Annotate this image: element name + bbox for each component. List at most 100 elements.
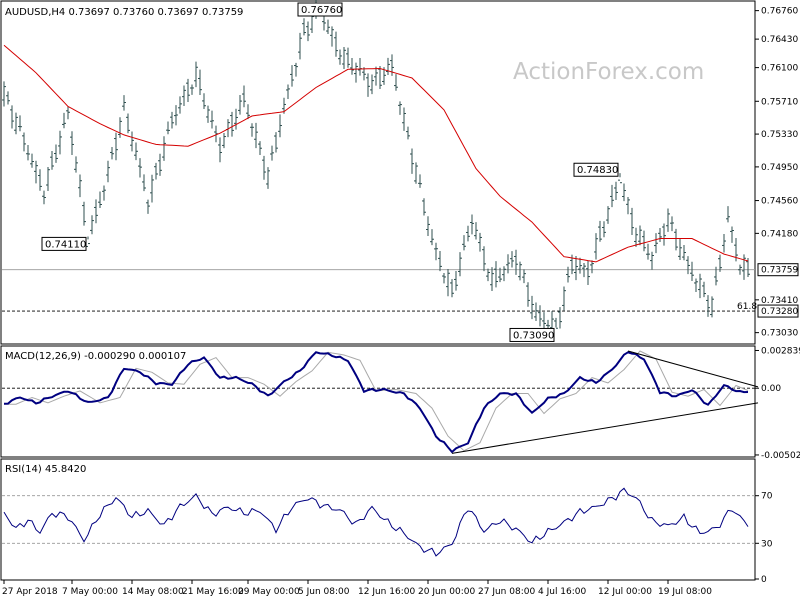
price-bar xyxy=(482,246,486,272)
price-bar xyxy=(334,31,338,57)
price-callout-box xyxy=(573,162,619,177)
price-bar xyxy=(366,73,370,97)
rsi-tick-label: 30 xyxy=(761,539,773,549)
rsi-panel: 70 30 0 xyxy=(2,487,773,585)
price-bar xyxy=(230,111,234,137)
price-bar xyxy=(370,74,374,95)
x-tick-label: 12 Jun 16:00 xyxy=(358,587,415,597)
price-header: AUDUSD,H4 0.73697 0.73760 0.73697 0.7375… xyxy=(5,7,243,18)
price-bar xyxy=(346,47,350,68)
price-bar xyxy=(254,122,258,149)
price-bar xyxy=(450,279,454,298)
price-bar xyxy=(478,232,482,252)
price-bar xyxy=(186,78,190,103)
price-bar xyxy=(178,96,182,114)
price-bar xyxy=(586,260,590,285)
price-bar xyxy=(118,117,122,138)
price-bar xyxy=(402,107,406,131)
price-bar xyxy=(82,201,86,226)
x-tick-label: 7 May 00:00 xyxy=(62,587,118,597)
moving-average-line xyxy=(3,44,749,263)
x-tick-label: 19 Jul 08:00 xyxy=(658,587,712,597)
price-bar xyxy=(494,261,498,288)
price-bar xyxy=(606,206,610,224)
price-tick-label: 0.74560 xyxy=(761,197,798,207)
price-bar xyxy=(242,85,246,108)
price-callout: 0.73090 xyxy=(509,327,555,342)
macd-trendline xyxy=(451,402,759,454)
price-bar xyxy=(406,126,410,140)
price-bar xyxy=(678,238,682,261)
price-bar xyxy=(738,264,742,275)
price-bar xyxy=(258,141,262,155)
price-bar xyxy=(486,268,490,282)
price-bar xyxy=(698,273,702,299)
price-bar xyxy=(726,206,730,223)
price-bar xyxy=(646,243,650,260)
price-bar xyxy=(438,250,442,272)
macd-panel-frame xyxy=(0,345,756,458)
price-bar xyxy=(58,130,62,155)
price-bar xyxy=(730,226,734,243)
price-bar xyxy=(574,256,578,281)
price-bar xyxy=(598,220,602,242)
last-price-tag xyxy=(757,263,799,277)
price-bar xyxy=(26,145,30,161)
price-bar xyxy=(642,230,646,252)
price-bar xyxy=(506,254,510,274)
price-bar xyxy=(306,21,310,42)
price-bar xyxy=(470,214,474,235)
price-bar xyxy=(270,145,274,161)
price-bar xyxy=(466,225,470,242)
price-bar xyxy=(174,105,178,126)
price-bar xyxy=(14,112,18,135)
price-callout: 0.74830 xyxy=(573,162,619,177)
fib-level-tag xyxy=(757,304,799,318)
price-callout-box xyxy=(41,236,87,251)
price-bar xyxy=(202,93,206,109)
price-bar xyxy=(2,81,6,107)
price-bar xyxy=(126,113,130,134)
price-bar xyxy=(250,123,254,137)
rsi-tick-label: 70 xyxy=(761,492,773,502)
price-bar xyxy=(666,208,670,232)
price-bar xyxy=(442,273,446,284)
price-bar xyxy=(410,148,414,174)
price-bar xyxy=(462,235,466,251)
price-bar xyxy=(602,221,606,238)
price-bar xyxy=(662,223,666,246)
price-bar xyxy=(10,105,14,129)
price-bar xyxy=(130,131,134,152)
rsi-panel-frame xyxy=(0,458,756,581)
price-bar xyxy=(46,166,50,192)
price-bar xyxy=(330,26,334,47)
price-bar xyxy=(526,282,530,307)
price-bar xyxy=(502,266,506,282)
price-callout-label: 0.74830 xyxy=(577,165,618,176)
price-bar xyxy=(350,58,354,75)
price-bar xyxy=(566,266,570,283)
price-bar xyxy=(6,91,10,105)
price-bar xyxy=(630,207,634,236)
price-bar xyxy=(522,269,526,284)
price-bar xyxy=(106,160,110,183)
price-bar xyxy=(422,198,426,216)
price-callout-label: 0.76760 xyxy=(301,5,342,16)
price-bar xyxy=(294,62,298,77)
price-bar xyxy=(338,49,342,65)
x-tick-label: 27 Jun 08:00 xyxy=(478,587,535,597)
macd-tick-label: -0.005021 xyxy=(761,451,800,461)
price-bar xyxy=(238,95,242,115)
price-bar xyxy=(530,295,534,320)
price-bar xyxy=(430,229,434,246)
price-bar xyxy=(634,227,638,247)
price-bar xyxy=(650,251,654,270)
price-tick-label: 0.76430 xyxy=(761,35,798,45)
rsi-header: RSI(14) 45.8420 xyxy=(5,464,86,475)
price-bar xyxy=(386,57,390,75)
price-bar xyxy=(70,131,74,156)
price-bar xyxy=(618,173,622,184)
